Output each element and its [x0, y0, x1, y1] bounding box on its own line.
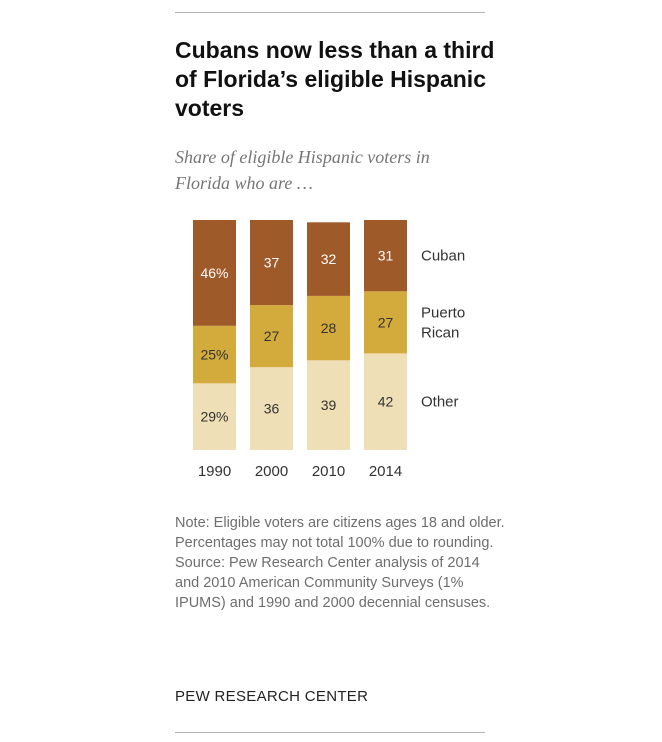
data-label: 42 — [378, 394, 394, 410]
legend-label: Cuban — [421, 248, 465, 265]
chart-title: Cubans now less than a third of Florida’… — [175, 37, 495, 121]
bar-cuban-2000 — [250, 220, 293, 306]
bar-cuban-1990 — [193, 220, 236, 326]
data-label: 29% — [200, 409, 228, 425]
data-label: 37 — [264, 255, 280, 271]
notes-block: Note: Eligible voters are citizens ages … — [175, 513, 505, 613]
bar-puerto-rican-1990 — [193, 325, 236, 384]
bar-puerto-rican-2014 — [364, 291, 407, 354]
chart-subtitle: Share of eligible Hispanic voters in Flo… — [175, 147, 430, 193]
data-label: 46% — [200, 265, 228, 281]
data-label: 27 — [264, 328, 280, 344]
bar-cuban-2010 — [307, 222, 350, 296]
legend-label: Other — [421, 394, 459, 411]
x-tick-label: 2010 — [312, 463, 345, 480]
bar-puerto-rican-2010 — [307, 295, 350, 361]
bar-other-1990 — [193, 383, 236, 450]
data-label: 36 — [264, 401, 280, 417]
legend-label: Puerto Rican — [421, 304, 465, 341]
data-label: 27 — [378, 314, 394, 330]
bar-other-2000 — [250, 367, 293, 450]
bottom-rule — [175, 732, 485, 733]
data-label: 39 — [321, 397, 337, 413]
bar-other-2010 — [307, 360, 350, 450]
bar-puerto-rican-2000 — [250, 305, 293, 368]
stacked-bar-chart: 29% 25% 46% 1990 36 27 37 2000 39 28 32 2010 42 27 31 2… — [193, 220, 465, 480]
data-label: 28 — [321, 320, 337, 336]
data-label: 25% — [200, 347, 228, 363]
data-label: 32 — [321, 251, 337, 267]
chart-source: Source: Pew Research Center analysis of … — [175, 555, 491, 611]
bar-cuban-2014 — [364, 220, 407, 292]
x-tick-label: 2000 — [255, 463, 288, 480]
bar-other-2014 — [364, 353, 407, 450]
top-rule — [175, 12, 485, 13]
publisher-label: PEW RESEARCH CENTER — [175, 688, 369, 705]
chart-note: Note: Eligible voters are citizens ages … — [175, 515, 505, 551]
data-label: 31 — [378, 248, 394, 264]
x-tick-label: 2014 — [369, 463, 402, 480]
x-tick-label: 1990 — [198, 463, 231, 480]
